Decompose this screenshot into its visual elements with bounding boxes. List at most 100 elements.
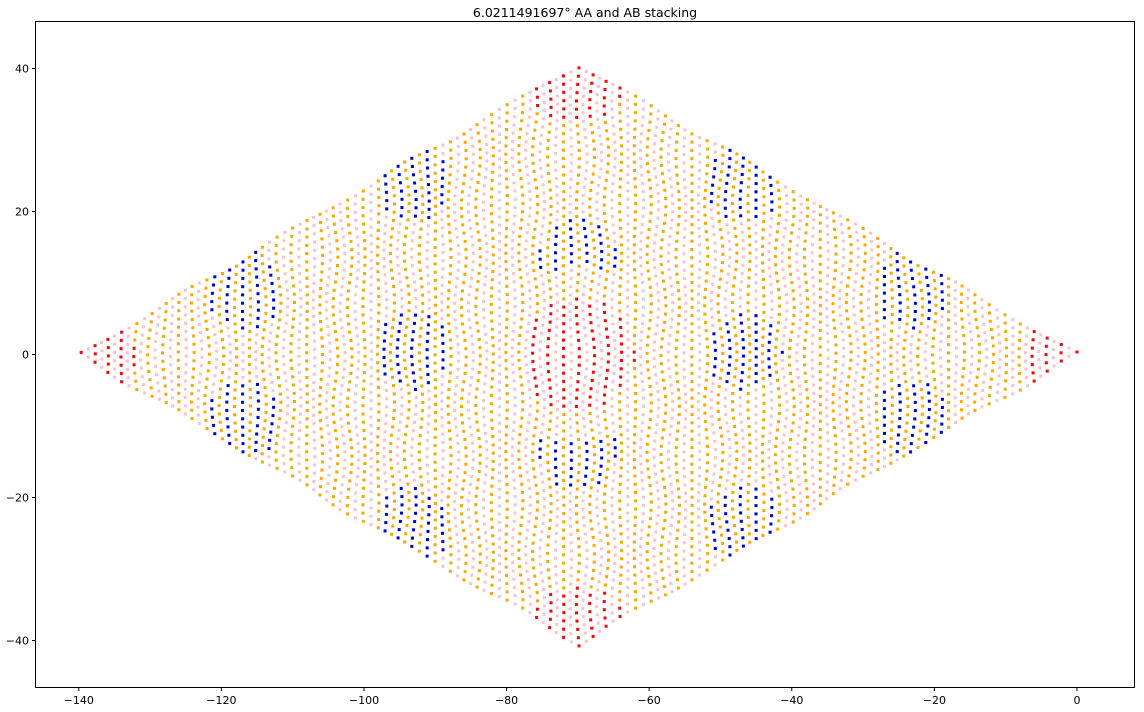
data-point bbox=[467, 516, 471, 520]
data-point bbox=[383, 331, 387, 335]
data-point bbox=[449, 165, 453, 169]
data-point bbox=[241, 334, 245, 338]
data-point bbox=[546, 568, 550, 572]
data-point bbox=[768, 472, 772, 476]
data-point bbox=[403, 466, 407, 470]
data-point bbox=[739, 511, 743, 515]
data-point bbox=[690, 338, 694, 342]
data-point bbox=[248, 371, 252, 375]
data-point bbox=[470, 235, 474, 239]
data-point bbox=[467, 491, 471, 495]
data-point bbox=[703, 213, 707, 217]
data-point bbox=[517, 251, 521, 255]
data-point bbox=[721, 244, 725, 248]
data-point bbox=[735, 243, 739, 247]
data-point bbox=[312, 430, 316, 434]
data-point bbox=[769, 423, 773, 427]
data-point bbox=[376, 361, 380, 365]
data-point bbox=[804, 429, 808, 433]
data-point bbox=[361, 197, 365, 201]
data-point bbox=[305, 376, 309, 379]
data-point bbox=[547, 171, 551, 175]
data-point bbox=[305, 442, 309, 446]
data-point bbox=[812, 300, 816, 304]
data-point bbox=[618, 507, 622, 511]
data-point bbox=[606, 467, 610, 471]
data-point bbox=[483, 283, 487, 287]
data-point bbox=[347, 322, 351, 326]
data-point bbox=[831, 310, 835, 314]
data-point bbox=[1011, 384, 1015, 388]
data-point bbox=[312, 273, 316, 277]
data-point bbox=[453, 293, 457, 297]
data-point bbox=[1045, 336, 1049, 340]
data-point bbox=[633, 425, 637, 428]
data-point bbox=[721, 252, 725, 256]
data-point bbox=[597, 423, 600, 427]
data-point bbox=[313, 347, 317, 351]
data-point bbox=[540, 274, 544, 278]
data-point bbox=[740, 230, 744, 234]
data-point bbox=[1024, 367, 1028, 371]
data-point bbox=[620, 557, 624, 561]
data-point bbox=[505, 326, 509, 330]
data-point bbox=[754, 512, 758, 516]
data-point bbox=[639, 536, 643, 540]
data-point bbox=[883, 357, 886, 361]
data-point bbox=[534, 120, 538, 124]
data-point bbox=[433, 378, 437, 382]
data-point bbox=[739, 519, 743, 523]
data-point bbox=[825, 406, 829, 410]
data-point bbox=[356, 243, 360, 247]
data-point bbox=[417, 252, 421, 256]
data-point bbox=[548, 419, 552, 423]
data-point bbox=[575, 190, 579, 194]
data-point bbox=[531, 343, 535, 347]
data-point bbox=[355, 483, 358, 487]
data-point bbox=[792, 413, 796, 417]
data-point bbox=[482, 514, 486, 518]
data-point bbox=[281, 346, 285, 350]
data-point bbox=[255, 283, 259, 287]
data-point bbox=[384, 314, 388, 318]
data-point bbox=[895, 251, 899, 255]
data-point bbox=[513, 115, 517, 119]
data-point bbox=[646, 269, 650, 273]
data-point bbox=[272, 405, 276, 409]
data-point bbox=[498, 264, 502, 268]
data-point bbox=[106, 370, 110, 374]
data-point bbox=[562, 379, 566, 383]
data-point bbox=[668, 532, 672, 536]
data-point bbox=[762, 286, 766, 290]
data-point bbox=[418, 161, 422, 165]
data-point bbox=[467, 293, 471, 297]
data-point bbox=[656, 588, 660, 592]
data-point bbox=[384, 190, 388, 194]
data-point bbox=[747, 433, 751, 437]
data-point bbox=[582, 293, 585, 296]
data-point bbox=[192, 342, 196, 346]
data-point bbox=[482, 390, 486, 394]
data-point bbox=[583, 482, 587, 486]
data-point bbox=[913, 400, 917, 404]
data-point bbox=[723, 305, 727, 309]
data-point bbox=[832, 285, 836, 289]
data-point bbox=[728, 256, 732, 260]
data-point bbox=[275, 268, 279, 272]
data-point bbox=[876, 451, 880, 455]
data-point bbox=[562, 82, 566, 86]
data-point bbox=[420, 285, 424, 289]
data-point bbox=[706, 560, 710, 564]
data-point bbox=[588, 494, 592, 498]
data-point bbox=[574, 305, 578, 309]
data-point bbox=[427, 207, 431, 211]
data-point bbox=[742, 453, 745, 457]
data-point bbox=[440, 424, 444, 428]
data-point bbox=[889, 271, 893, 275]
data-point bbox=[403, 540, 407, 544]
data-point bbox=[953, 313, 957, 317]
data-point bbox=[398, 321, 402, 325]
data-point bbox=[342, 268, 346, 272]
data-point bbox=[391, 177, 395, 181]
data-point bbox=[219, 329, 223, 333]
